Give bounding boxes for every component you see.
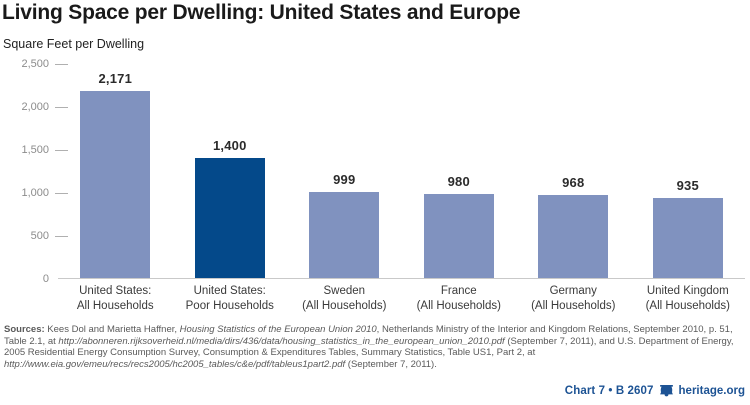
bar-1	[80, 91, 151, 278]
y-axis-label: 500	[30, 230, 49, 242]
y-axis-label: 1,500	[21, 144, 49, 156]
bar-value-label: 968	[562, 174, 585, 190]
bar-2	[194, 157, 265, 278]
bar-3	[309, 192, 380, 278]
y-axis-label: 2,500	[21, 58, 49, 70]
y-axis-tick	[55, 236, 68, 237]
bar-chart-plot-area: 0 500 1,000 1,500 2,000 2,500 2,171 United Stat…	[21, 58, 745, 312]
y-axis-label: 1,000	[21, 187, 49, 199]
chart-title: Living Space per Dwelling: United States…	[2, 1, 521, 24]
bar-value-label: 1,400	[212, 137, 247, 153]
bar-5	[538, 194, 609, 278]
bar-value-label: 2,171	[98, 71, 133, 87]
y-axis-label: 0	[42, 273, 49, 285]
x-axis-category-label: Sweden (All Households)	[302, 285, 387, 312]
bar-value-label: 935	[676, 177, 699, 193]
x-axis-category-label: United States: All Households	[76, 285, 154, 312]
bar-value-label: 999	[333, 172, 356, 188]
source-text-segment: (September 7, 2011).	[345, 358, 437, 370]
source-text-segment: Kees Dol and Marietta Haffner,	[47, 324, 180, 335]
source-text-segment: , Netherlands Ministry of the Interior a…	[4, 324, 733, 347]
source-text-segment: http://www.eia.gov/emeu/recs/recs2005/hc…	[4, 358, 346, 370]
source-text-segment: Housing Statistics of the European Union…	[179, 324, 377, 335]
bar-4	[423, 193, 494, 278]
y-axis-label: 2,000	[21, 101, 49, 113]
source-text-segment: (September 7, 2011), and U.S. Department…	[4, 335, 734, 359]
sources-note: Sources: Kees Dol and Marietta Haffner, …	[4, 324, 747, 370]
source-text-segment: http://abonneren.rijksoverheid.nl/media/…	[58, 335, 505, 347]
source-text-segment: Sources:	[4, 324, 48, 335]
heritage-bell-icon	[659, 385, 673, 397]
bar-6	[652, 197, 723, 278]
y-axis-tick	[55, 193, 68, 194]
y-axis-tick	[55, 107, 68, 108]
chart-subtitle: Square Feet per Dwelling	[3, 37, 145, 51]
bar-value-label: 980	[447, 173, 470, 189]
y-axis-tick	[55, 64, 68, 65]
chart-number-label: Chart 7 • B 2607	[564, 384, 654, 397]
x-axis-category-label: France (All Households)	[416, 285, 501, 312]
footer: Chart 7 • B 2607 heritage.org	[565, 384, 745, 397]
heritage-link[interactable]: heritage.org	[678, 384, 745, 397]
y-axis-tick	[55, 150, 68, 151]
x-axis-category-label: United States: Poor Households	[185, 285, 274, 312]
x-axis-category-label: Germany (All Households)	[531, 285, 616, 312]
x-axis-category-label: United Kingdom (All Households)	[645, 285, 730, 312]
